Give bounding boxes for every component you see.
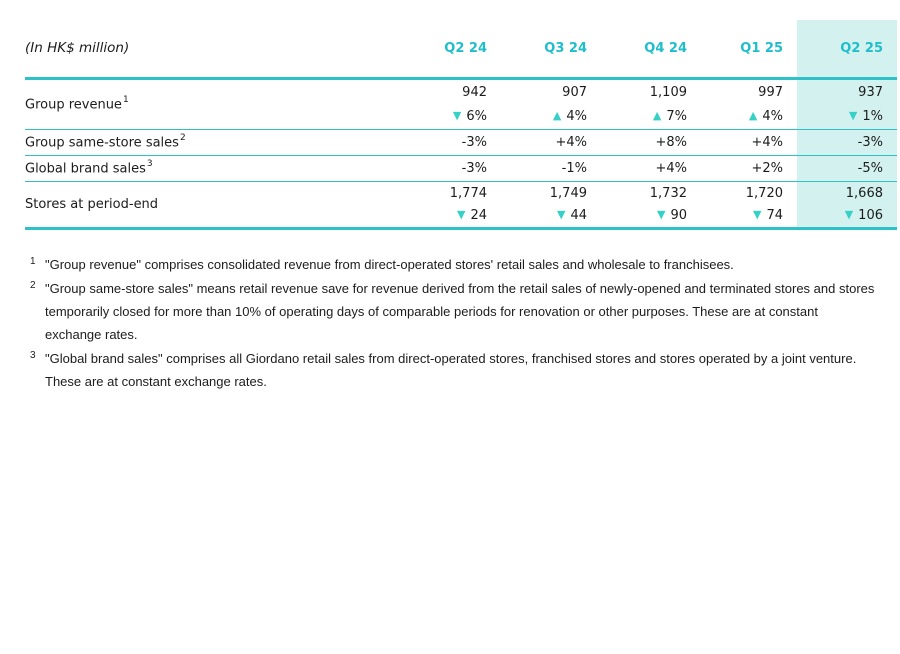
change-cell: ▲ 7% <box>597 105 687 129</box>
value-cell: 1,749 ▼ 44 <box>497 181 597 228</box>
value-cell: +4% <box>555 134 587 150</box>
footnote-ref-2: 2 <box>179 132 186 143</box>
footnote-ref-3: 3 <box>146 158 153 169</box>
footnote-3: 3 "Global brand sales" comprises all Gio… <box>30 347 896 393</box>
decrease-icon: ▼ <box>452 108 462 122</box>
value-cell: -1% <box>561 160 587 176</box>
increase-icon: ▲ <box>748 108 758 122</box>
increase-icon: ▲ <box>552 108 562 122</box>
change-cell: ▼ 44 <box>497 205 587 227</box>
footnotes-section: 1 "Group revenue" comprises consolidated… <box>30 253 896 394</box>
value-cell: 942 ▼ 6% <box>397 78 497 129</box>
footnote-text: temporarily closed for more than 10% of … <box>45 304 818 319</box>
footnote-text: exchange rates. <box>45 327 138 342</box>
increase-icon: ▲ <box>652 108 662 122</box>
value-cell: +4% <box>655 160 687 176</box>
value-cell-highlighted: 937 ▼ 1% <box>797 78 897 129</box>
change-cell: ▲ 4% <box>497 105 587 129</box>
value-cell: 1,732 ▼ 90 <box>597 181 697 228</box>
footnote-text: "Global brand sales" comprises all Giord… <box>45 351 857 366</box>
column-header-q3-24: Q3 24 <box>544 40 587 56</box>
footnote-marker: 2 <box>30 280 36 291</box>
decrease-icon: ▼ <box>752 207 762 221</box>
quarterly-results-table: (In HK$ million) Q2 24 Q3 24 Q4 24 Q1 25… <box>25 20 897 230</box>
value-cell: 1,109 ▲ 7% <box>597 78 697 129</box>
column-header-q1-25: Q1 25 <box>740 40 783 56</box>
change-cell: ▼ 106 <box>797 205 883 227</box>
change-cell: ▼ 1% <box>797 105 883 129</box>
column-header-q4-24: Q4 24 <box>644 40 687 56</box>
change-cell: ▼ 74 <box>697 205 783 227</box>
table-row-group-revenue: Group revenue1 942 ▼ 6% 907 ▲ 4% 1,109 ▲ 7%… <box>25 78 897 129</box>
value-cell: -3% <box>461 160 487 176</box>
decrease-icon: ▼ <box>556 207 566 221</box>
metric-label-stores: Stores at period-end <box>25 196 159 212</box>
metric-label-group-revenue: Group revenue1 <box>25 94 129 113</box>
unit-label: (In HK$ million) <box>25 40 130 57</box>
value-cell-highlighted: -3% <box>797 129 897 155</box>
column-header-q2-24: Q2 24 <box>444 40 487 56</box>
footnote-1: 1 "Group revenue" comprises consolidated… <box>30 253 896 276</box>
value-cell: -3% <box>461 134 487 150</box>
decrease-icon: ▼ <box>456 207 466 221</box>
value-cell: 907 ▲ 4% <box>497 78 597 129</box>
table-row-global-brand-sales: Global brand sales3 -3% -1% +4% +2% -5% <box>25 155 897 181</box>
footnote-2: 2 "Group same-store sales" means retail … <box>30 277 896 346</box>
change-cell: ▼ 24 <box>397 205 487 227</box>
column-header-q2-25: Q2 25 <box>797 20 897 78</box>
value-cell: +8% <box>655 134 687 150</box>
metric-label-global-brand-sales: Global brand sales3 <box>25 158 153 177</box>
value-cell: 1,720 ▼ 74 <box>697 181 797 228</box>
value-cell-highlighted: 1,668 ▼ 106 <box>797 181 897 228</box>
value-cell: 997 ▲ 4% <box>697 78 797 129</box>
value-cell: +4% <box>751 134 783 150</box>
footnote-marker: 1 <box>30 256 36 267</box>
footnote-marker: 3 <box>30 350 36 361</box>
value-cell: +2% <box>751 160 783 176</box>
table-row-same-store-sales: Group same-store sales2 -3% +4% +8% +4% … <box>25 129 897 155</box>
change-cell: ▼ 90 <box>597 205 687 227</box>
footnote-text: These are at constant exchange rates. <box>45 374 267 389</box>
decrease-icon: ▼ <box>844 207 854 221</box>
value-cell: 1,774 ▼ 24 <box>397 181 497 228</box>
footnote-ref-1: 1 <box>122 94 129 105</box>
decrease-icon: ▼ <box>848 108 858 122</box>
footnote-text: "Group same-store sales" means retail re… <box>45 281 875 296</box>
change-cell: ▲ 4% <box>697 105 783 129</box>
footnote-text: "Group revenue" comprises consolidated r… <box>45 257 734 272</box>
value-cell-highlighted: -5% <box>797 155 897 181</box>
metric-label-same-store-sales: Group same-store sales2 <box>25 132 186 151</box>
table-row-stores-at-period-end: Stores at period-end 1,774 ▼ 24 1,749 ▼ 44… <box>25 181 897 228</box>
decrease-icon: ▼ <box>656 207 666 221</box>
table-header-row: (In HK$ million) Q2 24 Q3 24 Q4 24 Q1 25… <box>25 20 897 78</box>
change-cell: ▼ 6% <box>397 105 487 129</box>
